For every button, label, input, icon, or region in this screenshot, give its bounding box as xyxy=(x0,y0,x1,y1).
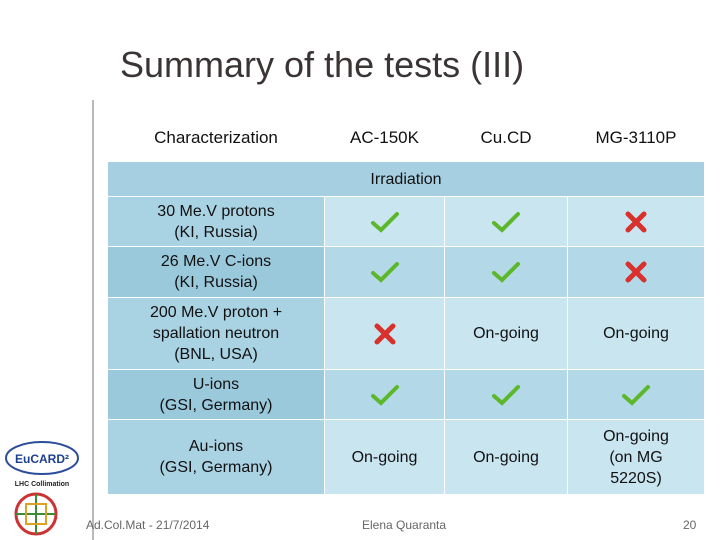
column-header: Cu.CD xyxy=(445,113,568,162)
check-icon xyxy=(370,211,399,233)
cross-cell xyxy=(325,298,445,370)
status-cell: On-going xyxy=(568,298,705,370)
status-cell: On-going xyxy=(325,420,445,495)
status-cell: On-going xyxy=(445,298,568,370)
check-cell xyxy=(325,247,445,298)
logos: EuCARD² LHC Collimation xyxy=(5,441,79,536)
check-icon xyxy=(370,262,399,283)
cross-icon xyxy=(625,211,647,232)
divider xyxy=(92,100,94,540)
status-cell: On-going (on MG 5220S) xyxy=(568,420,705,495)
slide-title: Summary of the tests (III) xyxy=(120,44,525,85)
row-label: U-ions (GSI, Germany) xyxy=(108,370,325,420)
check-icon xyxy=(492,211,520,233)
section-row: Irradiation xyxy=(108,162,705,197)
check-icon xyxy=(492,262,520,283)
check-cell xyxy=(568,370,705,420)
check-cell xyxy=(325,370,445,420)
footer-author: Elena Quaranta xyxy=(362,518,447,532)
cross-cell xyxy=(568,247,705,298)
row-label: Au-ions (GSI, Germany) xyxy=(108,420,325,495)
logo-subtext: LHC Collimation xyxy=(15,481,69,488)
check-cell xyxy=(445,247,568,298)
check-cell xyxy=(325,197,445,247)
cross-icon xyxy=(374,323,395,344)
cross-cell xyxy=(568,197,705,247)
row-label: 26 Me.V C-ions (KI, Russia) xyxy=(108,247,325,298)
check-cell xyxy=(445,197,568,247)
check-icon xyxy=(492,384,520,406)
check-cell xyxy=(445,370,568,420)
row-label: 30 Me.V protons (KI, Russia) xyxy=(108,197,325,247)
check-icon xyxy=(370,384,399,406)
footer-event: Ad.Col.Mat - 21/7/2014 xyxy=(86,518,210,532)
column-header: Characterization xyxy=(108,113,325,162)
logo-text: EuCARD² xyxy=(15,452,69,466)
check-icon xyxy=(622,384,650,406)
row-label: 200 Me.V proton + spallation neutron (BN… xyxy=(108,298,325,370)
column-header: MG-3110P xyxy=(568,113,705,162)
page-number: 20 xyxy=(683,518,697,532)
cross-icon xyxy=(625,261,647,283)
status-cell: On-going xyxy=(445,420,568,495)
column-header: AC-150K xyxy=(325,113,445,162)
